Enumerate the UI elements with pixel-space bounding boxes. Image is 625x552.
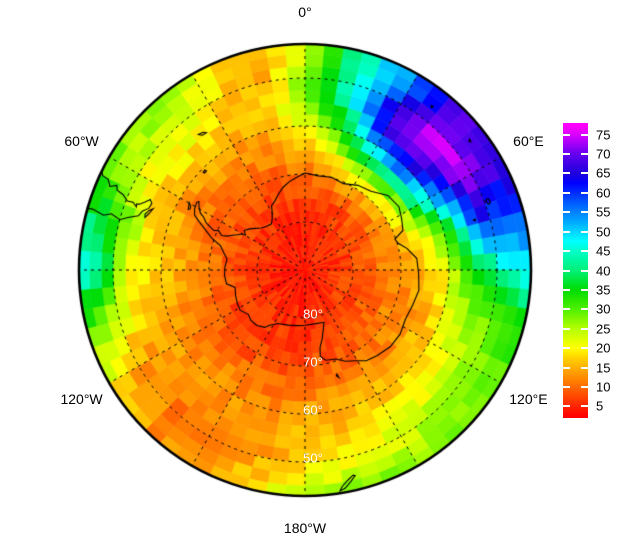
colorbar-tick-mark [581,385,588,388]
colorbar-tick-mark [581,405,588,408]
colorbar-tick-mark [581,133,588,136]
colorbar-tick-mark [563,191,570,194]
colorbar-tick-mark [581,230,588,233]
colorbar-tick-label: 35 [596,282,611,298]
colorbar-tick-mark [581,288,588,291]
colorbar-tick-mark [563,153,570,156]
colorbar-tick-mark [563,133,570,136]
longitude-label: 60°E [513,133,544,149]
colorbar-tick-label: 5 [596,398,604,414]
colorbar-tick-mark [581,347,588,350]
colorbar-tick-mark [581,211,588,214]
colorbar-tick-mark [563,308,570,311]
colorbar-tick-label: 45 [596,243,611,259]
colorbar-tick-label: 70 [596,146,611,162]
colorbar-tick-mark [581,366,588,369]
longitude-label: 120°E [509,391,548,407]
longitude-label: 180°W [283,520,327,536]
longitude-label: 0° [298,4,312,20]
longitude-label: 120°W [60,391,103,407]
colorbar-tick-label: 15 [596,360,611,376]
colorbar-tick-mark [581,250,588,253]
colorbar-tick-mark [563,366,570,369]
colorbar-tick-mark [563,250,570,253]
longitude-label: 60°W [64,133,99,149]
colorbar: 75 70 65 60 55 50 45 40 35 30 25 20 15 10 5 [563,123,610,418]
colorbar-tick-mark [563,172,570,175]
colorbar-tick-label: 30 [596,301,611,317]
colorbar-tick-mark [581,153,588,156]
latitude-label: 80° [303,306,323,322]
colorbar-tick-label: 75 [596,127,611,143]
colorbar-tick-mark [563,230,570,233]
colorbar-tick-mark [563,405,570,408]
colorbar-tick-mark [581,269,588,272]
colorbar-tick-label: 20 [596,340,611,356]
colorbar-tick-mark [563,288,570,291]
colorbar-tick-mark [563,347,570,350]
colorbar-tick-mark [563,211,570,214]
colorbar-tick-label: 55 [596,204,611,220]
latitude-label: 70° [303,354,323,370]
colorbar-tick-label: 65 [596,165,611,181]
colorbar-tick-label: 10 [596,379,611,395]
colorbar-tick-label: 60 [596,185,611,201]
colorbar-tick-label: 25 [596,321,611,337]
latitude-label: 60° [303,402,323,418]
colorbar-tick-label: 40 [596,263,611,278]
colorbar-tick-mark [581,172,588,175]
colorbar-tick-label: 50 [596,224,611,240]
latitude-label: 50° [303,450,323,466]
colorbar-tick-mark [581,191,588,194]
colorbar-tick-mark [563,385,570,388]
colorbar-tick-mark [563,269,570,272]
colorbar-tick-mark [563,327,570,330]
colorbar-tick-mark [581,327,588,330]
colorbar-tick-mark [581,308,588,311]
